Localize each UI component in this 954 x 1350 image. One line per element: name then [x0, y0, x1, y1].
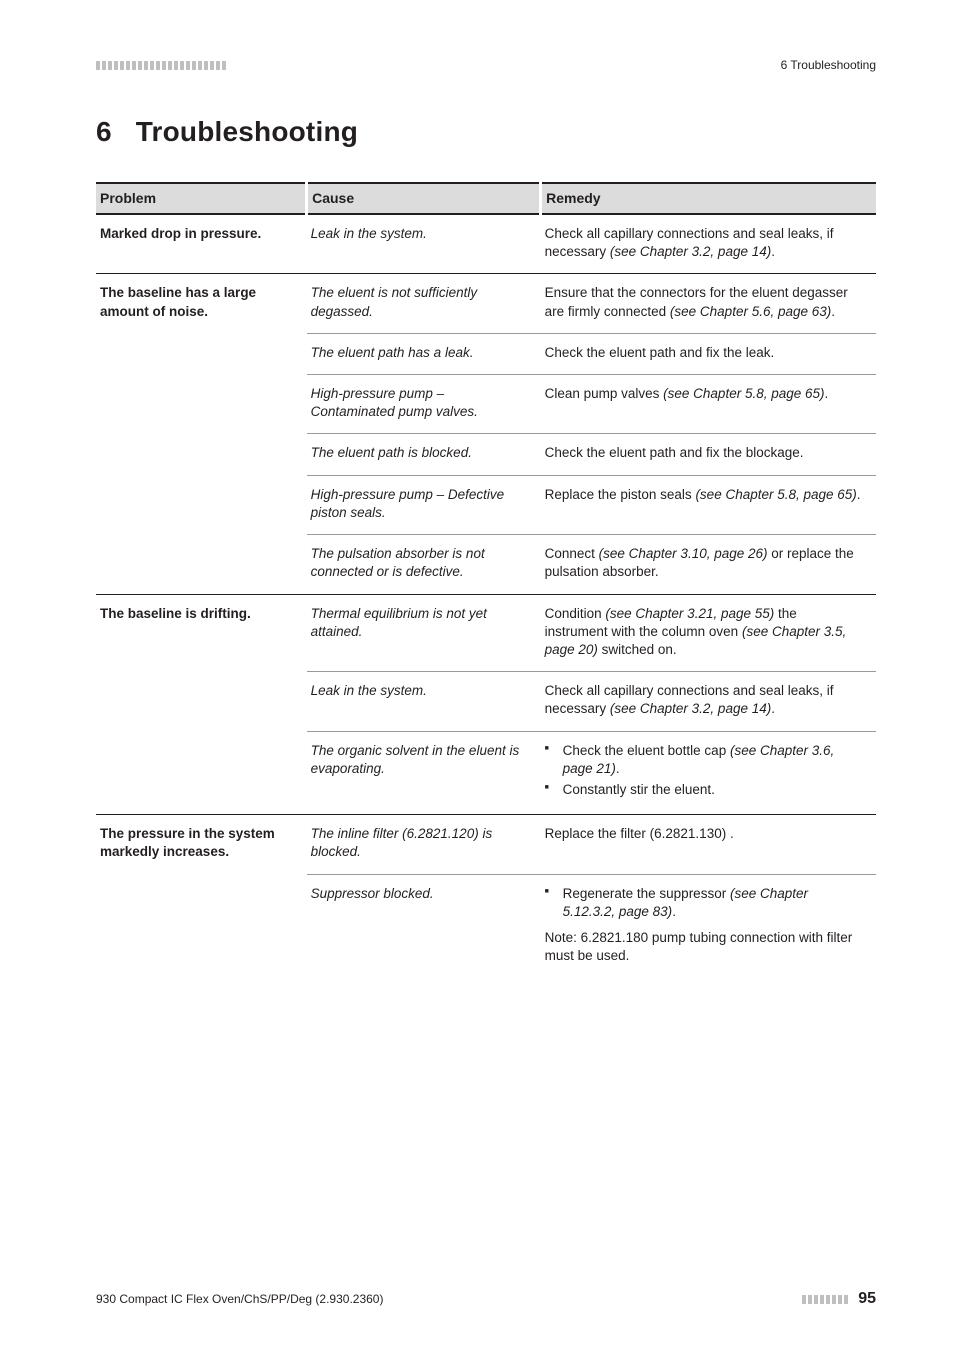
- cause-cell: Thermal equilibrium is not yet attained.: [307, 594, 541, 672]
- remedy-cell: Check the eluent path and fix the leak.: [541, 333, 876, 374]
- page-footer: 930 Compact IC Flex Oven/ChS/PP/Deg (2.9…: [96, 1290, 876, 1308]
- remedy-cell: Clean pump valves (see Chapter 5.8, page…: [541, 374, 876, 433]
- cause-cell: The eluent path is blocked.: [307, 434, 541, 475]
- remedy-bullet: Regenerate the suppressor (see Chapter 5…: [545, 885, 862, 921]
- footer-page: 95: [802, 1290, 876, 1308]
- remedy-cell: Replace the piston seals (see Chapter 5.…: [541, 475, 876, 534]
- problem-cell: The pressure in the system markedly incr…: [96, 815, 307, 978]
- table-header-row: Problem Cause Remedy: [96, 183, 876, 214]
- remedy-cell: Check the eluent bottle cap (see Chapter…: [541, 731, 876, 815]
- page-number: 95: [858, 1290, 876, 1308]
- remedy-bullet: Constantly stir the eluent.: [545, 781, 862, 799]
- remedy-cell: Check all capillary connections and seal…: [541, 672, 876, 731]
- footer-left-text: 930 Compact IC Flex Oven/ChS/PP/Deg (2.9…: [96, 1292, 383, 1306]
- table-row: The baseline is drifting.Thermal equilib…: [96, 594, 876, 672]
- remedy-bullet: Check the eluent bottle cap (see Chapter…: [545, 742, 862, 778]
- table-row: The pressure in the system markedly incr…: [96, 815, 876, 874]
- table-row: The baseline has a large amount of noise…: [96, 274, 876, 333]
- col-header-remedy: Remedy: [541, 183, 876, 214]
- col-header-problem: Problem: [96, 183, 307, 214]
- cause-cell: The organic solvent in the eluent is eva…: [307, 731, 541, 815]
- cause-cell: The eluent path has a leak.: [307, 333, 541, 374]
- problem-cell: The baseline is drifting.: [96, 594, 307, 815]
- problem-cell: Marked drop in pressure.: [96, 214, 307, 274]
- remedy-note: Note: 6.2821.180 pump tubing connection …: [545, 929, 862, 965]
- remedy-cell: Connect (see Chapter 3.10, page 26) or r…: [541, 535, 876, 594]
- col-header-cause: Cause: [307, 183, 541, 214]
- chapter-title: Troubleshooting: [136, 116, 358, 147]
- chapter-number: 6: [96, 116, 112, 147]
- remedy-cell: Condition (see Chapter 3.21, page 55) th…: [541, 594, 876, 672]
- table-row: Marked drop in pressure.Leak in the syst…: [96, 214, 876, 274]
- remedy-cell: Ensure that the connectors for the eluen…: [541, 274, 876, 333]
- cause-cell: Leak in the system.: [307, 672, 541, 731]
- remedy-cell: Regenerate the suppressor (see Chapter 5…: [541, 874, 876, 977]
- remedy-cell: Check the eluent path and fix the blocka…: [541, 434, 876, 475]
- cause-cell: High-pressure pump – Contaminated pump v…: [307, 374, 541, 433]
- cause-cell: Leak in the system.: [307, 214, 541, 274]
- page-header: 6 Troubleshooting: [96, 58, 876, 72]
- remedy-cell: Check all capillary connections and seal…: [541, 214, 876, 274]
- remedy-cell: Replace the filter (6.2821.130) .: [541, 815, 876, 874]
- troubleshooting-table: Problem Cause Remedy Marked drop in pres…: [96, 182, 876, 978]
- remedy-bullet-list: Regenerate the suppressor (see Chapter 5…: [545, 885, 862, 921]
- cause-cell: The inline filter (6.2821.120) is blocke…: [307, 815, 541, 874]
- cause-cell: High-pressure pump – Defective piston se…: [307, 475, 541, 534]
- cause-cell: The pulsation absorber is not connected …: [307, 535, 541, 594]
- cause-cell: Suppressor blocked.: [307, 874, 541, 977]
- cause-cell: The eluent is not sufficiently degassed.: [307, 274, 541, 333]
- chapter-heading: 6 Troubleshooting: [96, 116, 876, 148]
- header-right-text: 6 Troubleshooting: [781, 58, 876, 72]
- remedy-bullet-list: Check the eluent bottle cap (see Chapter…: [545, 742, 862, 800]
- header-stripes-icon: [96, 61, 226, 70]
- problem-cell: The baseline has a large amount of noise…: [96, 274, 307, 594]
